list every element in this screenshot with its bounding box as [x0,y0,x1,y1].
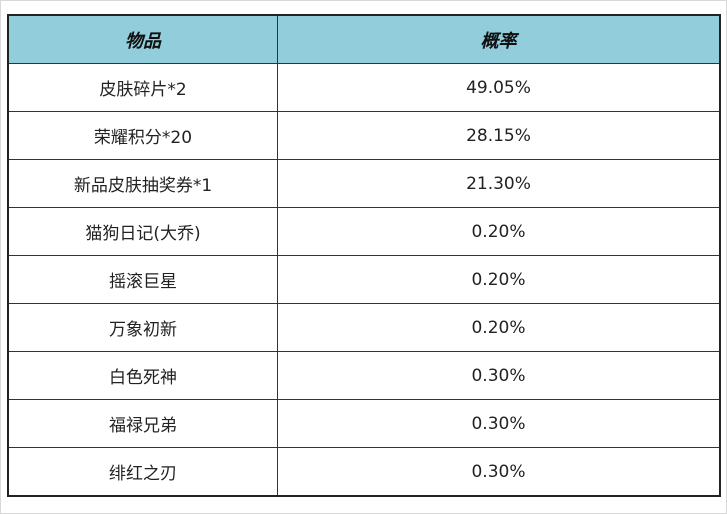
table-row: 绯红之刃 0.30% [7,447,721,497]
probability-cell: 28.15% [277,111,721,160]
item-cell: 猫狗日记(大乔) [7,207,278,256]
table-row: 新品皮肤抽奖券*1 21.30% [7,159,721,208]
item-cell: 绯红之刃 [7,447,278,497]
table-row: 白色死神 0.30% [7,351,721,400]
item-cell: 万象初新 [7,303,278,352]
header-probability: 概率 [277,14,721,64]
header-row: 物品 概率 [7,14,721,64]
item-cell: 白色死神 [7,351,278,400]
table-row: 猫狗日记(大乔) 0.20% [7,207,721,256]
table-row: 福禄兄弟 0.30% [7,399,721,448]
probability-cell: 0.30% [277,447,721,497]
probability-cell: 49.05% [277,63,721,112]
header-item: 物品 [7,14,278,64]
item-cell: 福禄兄弟 [7,399,278,448]
item-cell: 皮肤碎片*2 [7,63,278,112]
item-cell: 荣耀积分*20 [7,111,278,160]
probability-cell: 0.20% [277,207,721,256]
table-row: 皮肤碎片*2 49.05% [7,63,721,112]
item-cell: 新品皮肤抽奖券*1 [7,159,278,208]
probability-cell: 0.20% [277,303,721,352]
probability-cell: 0.30% [277,399,721,448]
table-row: 摇滚巨星 0.20% [7,255,721,304]
probability-cell: 0.30% [277,351,721,400]
probability-cell: 0.20% [277,255,721,304]
probability-cell: 21.30% [277,159,721,208]
table-row: 荣耀积分*20 28.15% [7,111,721,160]
probability-table: 物品 概率 皮肤碎片*2 49.05% 荣耀积分*20 28.15% 新品皮肤抽奖券*1… [7,14,721,497]
item-cell: 摇滚巨星 [7,255,278,304]
table-row: 万象初新 0.20% [7,303,721,352]
